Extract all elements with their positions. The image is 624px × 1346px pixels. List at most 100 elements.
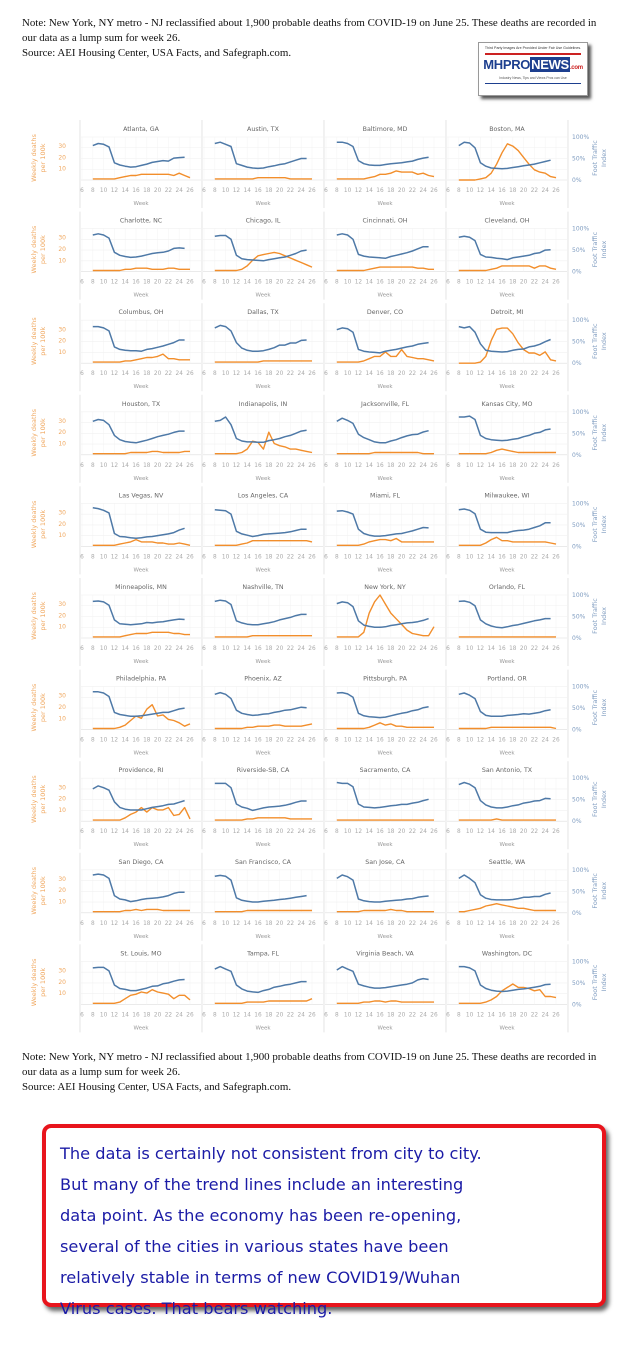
x-tick-label: 10 — [100, 371, 108, 377]
x-tick-label: 22 — [287, 738, 295, 744]
x-tick-label: 24 — [542, 554, 550, 560]
x-tick-label: 12 — [233, 1012, 241, 1018]
city-panel: Las Vegas, NV 6 8 10 12 14 16 18 20 22 24 26 Week — [79, 486, 201, 575]
x-tick-label: 14 — [488, 829, 496, 835]
x-tick-label: 26 — [552, 646, 560, 652]
x-tick-label: 6 — [202, 646, 206, 652]
x-tick-label: 16 — [498, 463, 506, 469]
x-tick-label: 20 — [398, 829, 406, 835]
x-tick-label: 20 — [154, 188, 162, 194]
x-tick-label: 14 — [488, 463, 496, 469]
x-tick-label: 26 — [430, 921, 438, 927]
x-tick-label: 8 — [213, 921, 217, 927]
x-tick-label: 18 — [265, 921, 273, 927]
x-tick-label: 24 — [420, 646, 428, 652]
logo-divider — [485, 53, 581, 55]
x-tick-label: 10 — [100, 738, 108, 744]
x-tick-label: 22 — [165, 829, 173, 835]
x-tick-label: 12 — [111, 463, 119, 469]
x-tick-label: 6 — [324, 921, 328, 927]
x-tick-label: 8 — [335, 1012, 339, 1018]
x-axis-label: Week — [255, 842, 271, 848]
x-tick-label: 10 — [466, 554, 474, 560]
x-tick-label: 10 — [344, 463, 352, 469]
x-tick-label: 12 — [355, 188, 363, 194]
x-tick-label: 10 — [344, 921, 352, 927]
x-tick-label: 10 — [100, 1012, 108, 1018]
x-tick-label: 20 — [154, 829, 162, 835]
x-tick-label: 14 — [122, 463, 130, 469]
foot-traffic-line — [458, 692, 551, 718]
x-tick-label: 6 — [446, 829, 450, 835]
x-tick-label: 24 — [420, 921, 428, 927]
deaths-line — [336, 451, 434, 455]
x-tick-label: 8 — [91, 738, 95, 744]
city-panel: Orlando, FL 6 8 10 12 14 16 18 20 22 24 26 Week — [445, 578, 567, 666]
left-tick-label: 20 — [58, 979, 66, 986]
x-tick-label: 18 — [143, 463, 151, 469]
x-tick-label: 22 — [287, 921, 295, 927]
x-tick-label: 14 — [244, 829, 252, 835]
x-tick-label: 16 — [254, 280, 262, 286]
x-tick-label: 12 — [111, 738, 119, 744]
x-tick-label: 18 — [387, 463, 395, 469]
x-tick-label: 10 — [100, 646, 108, 652]
x-tick-label: 18 — [509, 829, 517, 835]
logo-brand-mh: MHPRO — [483, 56, 531, 72]
x-tick-label: 6 — [446, 463, 450, 469]
x-tick-label: 6 — [80, 921, 84, 927]
x-tick-label: 16 — [498, 554, 506, 560]
x-tick-label: 16 — [376, 554, 384, 560]
right-tick-label: 50% — [572, 614, 586, 621]
foot-traffic-line — [458, 325, 551, 353]
x-tick-label: 6 — [446, 280, 450, 286]
x-tick-label: 22 — [165, 463, 173, 469]
x-axis-label: Week — [499, 934, 515, 940]
city-title: Detroit, MI — [490, 309, 523, 316]
foot-traffic-line — [336, 233, 429, 260]
x-tick-label: 14 — [366, 463, 374, 469]
x-tick-label: 22 — [531, 463, 539, 469]
foot-traffic-line — [458, 965, 551, 993]
right-axis-label: Index — [600, 882, 608, 900]
right-tick-label: 50% — [572, 522, 586, 529]
x-axis-label: Week — [255, 201, 271, 207]
x-tick-label: 16 — [132, 188, 140, 194]
city-panel: Jacksonville, FL 6 8 10 12 14 16 18 20 22 24 26 Week — [323, 394, 445, 483]
x-tick-label: 22 — [409, 921, 417, 927]
left-axis-label: Weekly deaths — [30, 225, 38, 273]
x-tick-label: 6 — [446, 738, 450, 744]
x-axis-label: Week — [377, 384, 393, 390]
foot-traffic-line — [336, 781, 429, 809]
x-tick-label: 24 — [176, 280, 184, 286]
x-tick-label: 16 — [132, 371, 140, 377]
x-tick-label: 22 — [409, 463, 417, 469]
x-tick-label: 18 — [387, 921, 395, 927]
x-tick-label: 24 — [176, 371, 184, 377]
x-tick-label: 6 — [80, 554, 84, 560]
x-tick-label: 24 — [298, 921, 306, 927]
note-line: Note: New York, NY metro - NJ reclassifi… — [22, 1051, 597, 1063]
foot-traffic-line — [92, 506, 185, 539]
left-tick-label: 30 — [58, 784, 66, 791]
x-tick-label: 26 — [552, 371, 560, 377]
x-tick-label: 18 — [509, 188, 517, 194]
city-panel: St. Louis, MO 6 8 10 12 14 16 18 20 22 24 26 Week — [79, 944, 201, 1033]
x-tick-label: 22 — [409, 371, 417, 377]
x-tick-label: 24 — [542, 1012, 550, 1018]
x-tick-label: 18 — [143, 829, 151, 835]
x-tick-label: 24 — [420, 1012, 428, 1018]
x-tick-label: 20 — [520, 463, 528, 469]
x-tick-label: 26 — [430, 738, 438, 744]
x-tick-label: 10 — [222, 463, 230, 469]
x-tick-label: 18 — [143, 554, 151, 560]
right-tick-label: 50% — [572, 797, 586, 804]
x-tick-label: 8 — [91, 646, 95, 652]
x-tick-label: 18 — [143, 188, 151, 194]
x-tick-label: 6 — [80, 463, 84, 469]
x-tick-label: 14 — [244, 188, 252, 194]
right-axis-label: Foot Traffic — [591, 598, 599, 634]
x-tick-label: 18 — [387, 1012, 395, 1018]
x-tick-label: 10 — [344, 1012, 352, 1018]
x-tick-label: 22 — [531, 738, 539, 744]
